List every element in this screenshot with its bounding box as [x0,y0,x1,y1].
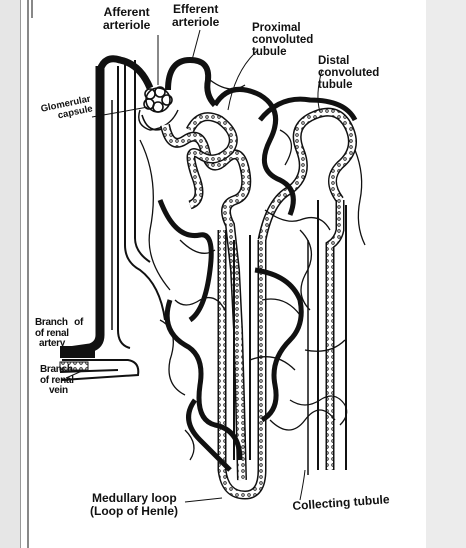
capillary-network [139,79,366,461]
afferent-label-line1: Afferent [103,5,150,19]
page-margin-left [0,0,20,548]
renal-vein-line1: Branch [40,364,73,375]
renal-vein-label: Branch of renal vein [40,364,74,397]
renal-artery-line3: artery [39,338,65,349]
renal-artery-label: Branch of of renal artery [35,317,83,350]
distal-tubule-label: Distal convoluted tubule [318,55,379,91]
renal-vessel-trunk [59,60,166,381]
renal-vein-line2: of renal [40,374,74,386]
efferent-label-line1: Efferent [173,2,219,16]
loop-of-henle [217,230,267,500]
medullary-label-line1: Medullary loop [92,491,177,505]
afferent-arteriole-label: Afferent arteriole [103,6,150,31]
afferent-arteriole-vessel [96,55,154,90]
leader-lines [65,29,323,503]
page-margin-right [426,0,466,548]
proximal-tubule [160,112,252,481]
peritubular-capillaries [157,86,304,472]
renal-artery-word-of: of [74,317,83,328]
collecting-tubule-duct [307,200,347,475]
medullary-label-line2: (Loop of Henle) [90,503,178,518]
efferent-label-line2: arteriole [172,14,220,29]
efferent-arteriole-label: Efferent arteriole [172,3,219,28]
efferent-arteriole-vessel [165,56,218,108]
renal-artery-line1: Branch of [35,317,83,329]
proximal-tubule-label: Proximal convoluted tubule [252,22,313,58]
glomerulus [138,86,179,131]
distal-label-line3: tubule [318,79,353,92]
renal-artery-line2: of renal [35,327,69,339]
distal-label-line2: convoluted [318,67,380,80]
distal-label-line1: Distal [318,55,350,67]
left-border-ticks [27,0,33,548]
afferent-label-line2: arteriole [103,17,151,32]
renal-artery-word-branch: Branch [35,317,68,328]
proximal-label-line1: Proximal [252,22,301,34]
proximal-label-line3: tubule [252,46,287,59]
renal-vein-line3: vein [49,385,68,396]
medullary-loop-label: Medullary loop (Loop of Henle) [90,491,178,518]
proximal-label-line2: convoluted [252,34,314,47]
